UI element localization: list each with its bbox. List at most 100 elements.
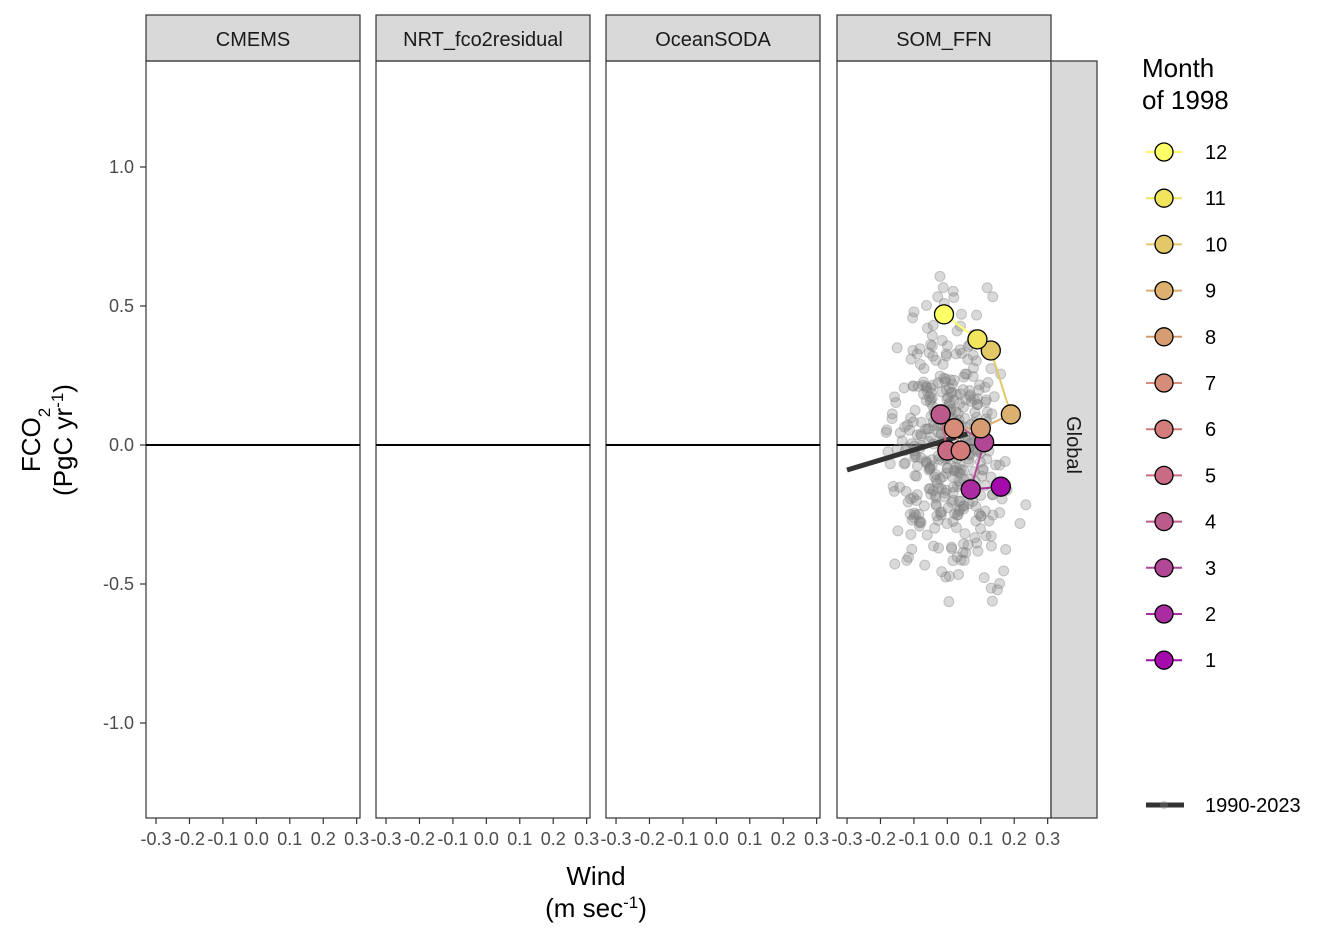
background-point	[905, 353, 917, 365]
background-point	[932, 377, 944, 389]
background-point	[899, 457, 911, 469]
legend-item-4: 4	[1146, 512, 1216, 534]
background-point	[899, 421, 911, 433]
background-point	[947, 494, 959, 506]
background-point	[925, 387, 937, 399]
legend-trend-point	[1160, 801, 1168, 809]
background-point	[948, 292, 960, 304]
background-point	[926, 460, 938, 472]
background-point	[939, 376, 951, 388]
background-point	[948, 465, 960, 477]
background-point	[940, 467, 952, 479]
legend-key-point	[1154, 511, 1174, 532]
facet-strip	[145, 14, 361, 62]
background-point	[936, 506, 948, 518]
background-point	[902, 419, 914, 431]
background-point	[905, 528, 917, 540]
background-point	[954, 344, 966, 356]
background-point	[920, 455, 932, 467]
background-point	[938, 372, 950, 384]
background-point	[921, 382, 933, 394]
background-point	[943, 382, 955, 394]
background-point	[950, 348, 962, 360]
background-point	[905, 412, 917, 424]
background-point	[973, 508, 985, 520]
background-point	[967, 349, 979, 361]
y-axis: -1.0 -0.5 0.0 0.5 1.0	[103, 157, 146, 733]
background-point	[957, 401, 969, 413]
background-point	[927, 379, 939, 391]
y-tick-label: 0.5	[109, 296, 134, 316]
y-units-base: (PgC yr	[48, 408, 78, 496]
background-point	[900, 485, 912, 497]
background-point	[972, 545, 984, 557]
background-point	[931, 510, 943, 522]
legend-key-point	[1154, 234, 1174, 255]
background-point	[924, 462, 936, 474]
background-point	[941, 462, 953, 474]
x-tick-label: -0.3	[371, 829, 402, 849]
background-point	[955, 554, 967, 566]
background-point	[918, 376, 930, 388]
background-point	[886, 413, 898, 425]
background-point	[988, 391, 1000, 403]
month-point-4	[930, 404, 951, 425]
background-point	[956, 308, 968, 320]
background-point	[985, 582, 997, 594]
legend-key-point	[1154, 650, 1174, 670]
legend-label: 12	[1205, 142, 1227, 164]
facet-nrt_fco2residual: NRT_fco2residual -0.3 -0.2 -0.1 0.0 0.1 0.2 0.3	[371, 14, 599, 849]
legend-item-3: 3	[1146, 558, 1216, 580]
background-point	[973, 379, 985, 391]
month-point-9	[1000, 404, 1022, 425]
background-point	[927, 350, 939, 362]
background-point	[994, 507, 1006, 519]
background-point	[994, 459, 1006, 471]
background-point	[956, 347, 968, 359]
background-point	[922, 423, 934, 435]
background-point	[967, 370, 979, 382]
background-point	[940, 348, 952, 360]
background-point	[914, 517, 926, 529]
background-point	[948, 394, 960, 406]
background-point	[941, 393, 953, 405]
facet-panels: CMEMS-0.3 -0.2 -0.1 0.0 0.1 0.2 0.3NRT_fco2res…	[141, 14, 1098, 849]
background-point	[915, 430, 927, 442]
background-point	[953, 475, 965, 487]
month-path-segment	[989, 350, 1012, 415]
background-point	[932, 514, 944, 526]
background-point	[998, 565, 1010, 577]
x-tick-label: 0.1	[277, 829, 302, 849]
background-point	[918, 362, 930, 374]
background-point	[906, 514, 918, 526]
background-point	[937, 358, 949, 370]
background-point	[932, 291, 944, 303]
facet-strip-label: SOM_FFN	[896, 29, 992, 51]
background-point	[977, 464, 989, 476]
background-point	[907, 312, 919, 324]
background-point	[958, 371, 970, 383]
legend-key-point	[1154, 604, 1174, 624]
background-point	[964, 391, 976, 403]
background-point	[947, 486, 959, 498]
x-tick-label: 0.1	[507, 829, 532, 849]
legend-label: 6	[1205, 419, 1216, 441]
background-point	[907, 380, 919, 392]
background-point	[915, 428, 927, 440]
background-point	[926, 340, 938, 352]
background-point	[957, 546, 969, 558]
background-point	[926, 330, 938, 342]
background-point	[904, 508, 916, 520]
facet-strip	[836, 14, 1052, 62]
legend-item-5: 5	[1146, 465, 1216, 487]
background-point	[994, 578, 1006, 590]
background-point	[911, 470, 923, 482]
background-point	[971, 393, 983, 405]
legend-key-point	[1154, 465, 1174, 486]
background-point	[955, 463, 967, 475]
background-point	[905, 493, 917, 505]
background-point	[990, 459, 1002, 471]
background-point	[907, 416, 919, 428]
row-strip-box	[1050, 60, 1098, 819]
background-point	[892, 525, 904, 537]
